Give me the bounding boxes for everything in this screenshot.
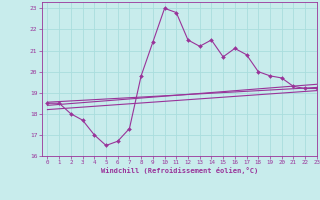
X-axis label: Windchill (Refroidissement éolien,°C): Windchill (Refroidissement éolien,°C) <box>100 167 258 174</box>
